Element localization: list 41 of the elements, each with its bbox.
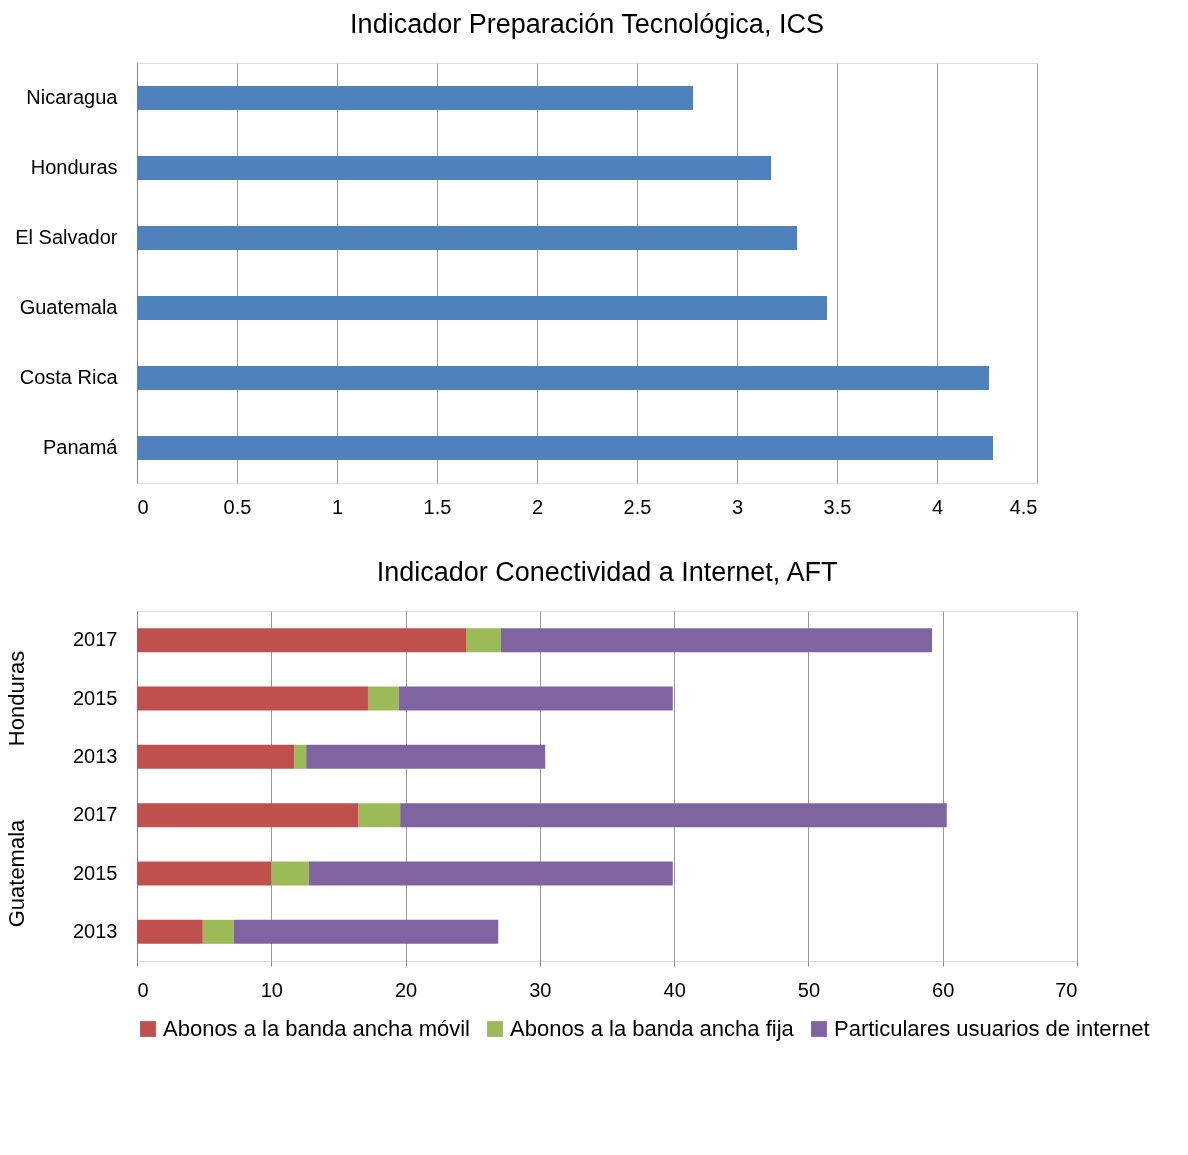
y-tick-label: Costa Rica	[19, 366, 119, 388]
x-tick-label: 0.5	[223, 495, 252, 518]
x-tick-label: 10	[260, 978, 283, 1001]
x-tick-label: 70	[1055, 978, 1078, 1001]
y-tick-label: Guatemala	[19, 296, 119, 318]
x-tick-label: 50	[797, 978, 821, 1001]
x-tick-label: 20	[394, 978, 418, 1001]
bar	[137, 296, 827, 320]
y-tick-label: Honduras	[30, 156, 118, 178]
x-tick-label: 0	[137, 978, 149, 1001]
y-tick-label: 2017	[73, 628, 118, 651]
legend-label: Abonos a la banda ancha fija	[510, 1016, 795, 1041]
y-tick-label: El Salvador	[15, 226, 118, 248]
legend-label: Particulares usuarios de internet	[834, 1016, 1150, 1041]
bar	[137, 436, 993, 460]
bar	[137, 226, 797, 250]
bar	[137, 156, 771, 180]
y-tick-label: Panamá	[43, 436, 119, 458]
x-tick-label: 2	[531, 495, 544, 518]
x-tick-label: 2.5	[623, 495, 652, 518]
y-tick-label: 2015	[73, 686, 118, 709]
bar	[137, 366, 989, 390]
bar	[137, 86, 693, 110]
x-tick-label: 3.5	[823, 495, 852, 518]
y-tick-label: 2017	[73, 803, 118, 826]
y-tick-label: 2015	[73, 861, 118, 884]
x-tick-label: 1	[331, 495, 344, 518]
chart-title: Indicador Conectividad a Internet, AFT	[376, 557, 838, 587]
legend-label: Abonos a la banda ancha móvil	[163, 1016, 470, 1041]
x-tick-label: 40	[663, 978, 686, 1001]
x-tick-label: 0	[137, 495, 149, 518]
y-tick-label: 2013	[73, 744, 118, 767]
y-tick-label: Nicaragua	[26, 86, 119, 108]
x-tick-label: 4	[931, 495, 944, 518]
chart-title: Indicador Preparación Tecnológica, ICS	[350, 9, 824, 39]
x-tick-label: 3	[731, 495, 744, 518]
x-tick-label: 30	[529, 978, 552, 1001]
y-tick-label: 2013	[73, 919, 118, 942]
x-tick-label: 1.5	[423, 495, 452, 518]
x-tick-label: 60	[932, 978, 955, 1001]
x-tick-label: 4.5	[1009, 495, 1038, 518]
